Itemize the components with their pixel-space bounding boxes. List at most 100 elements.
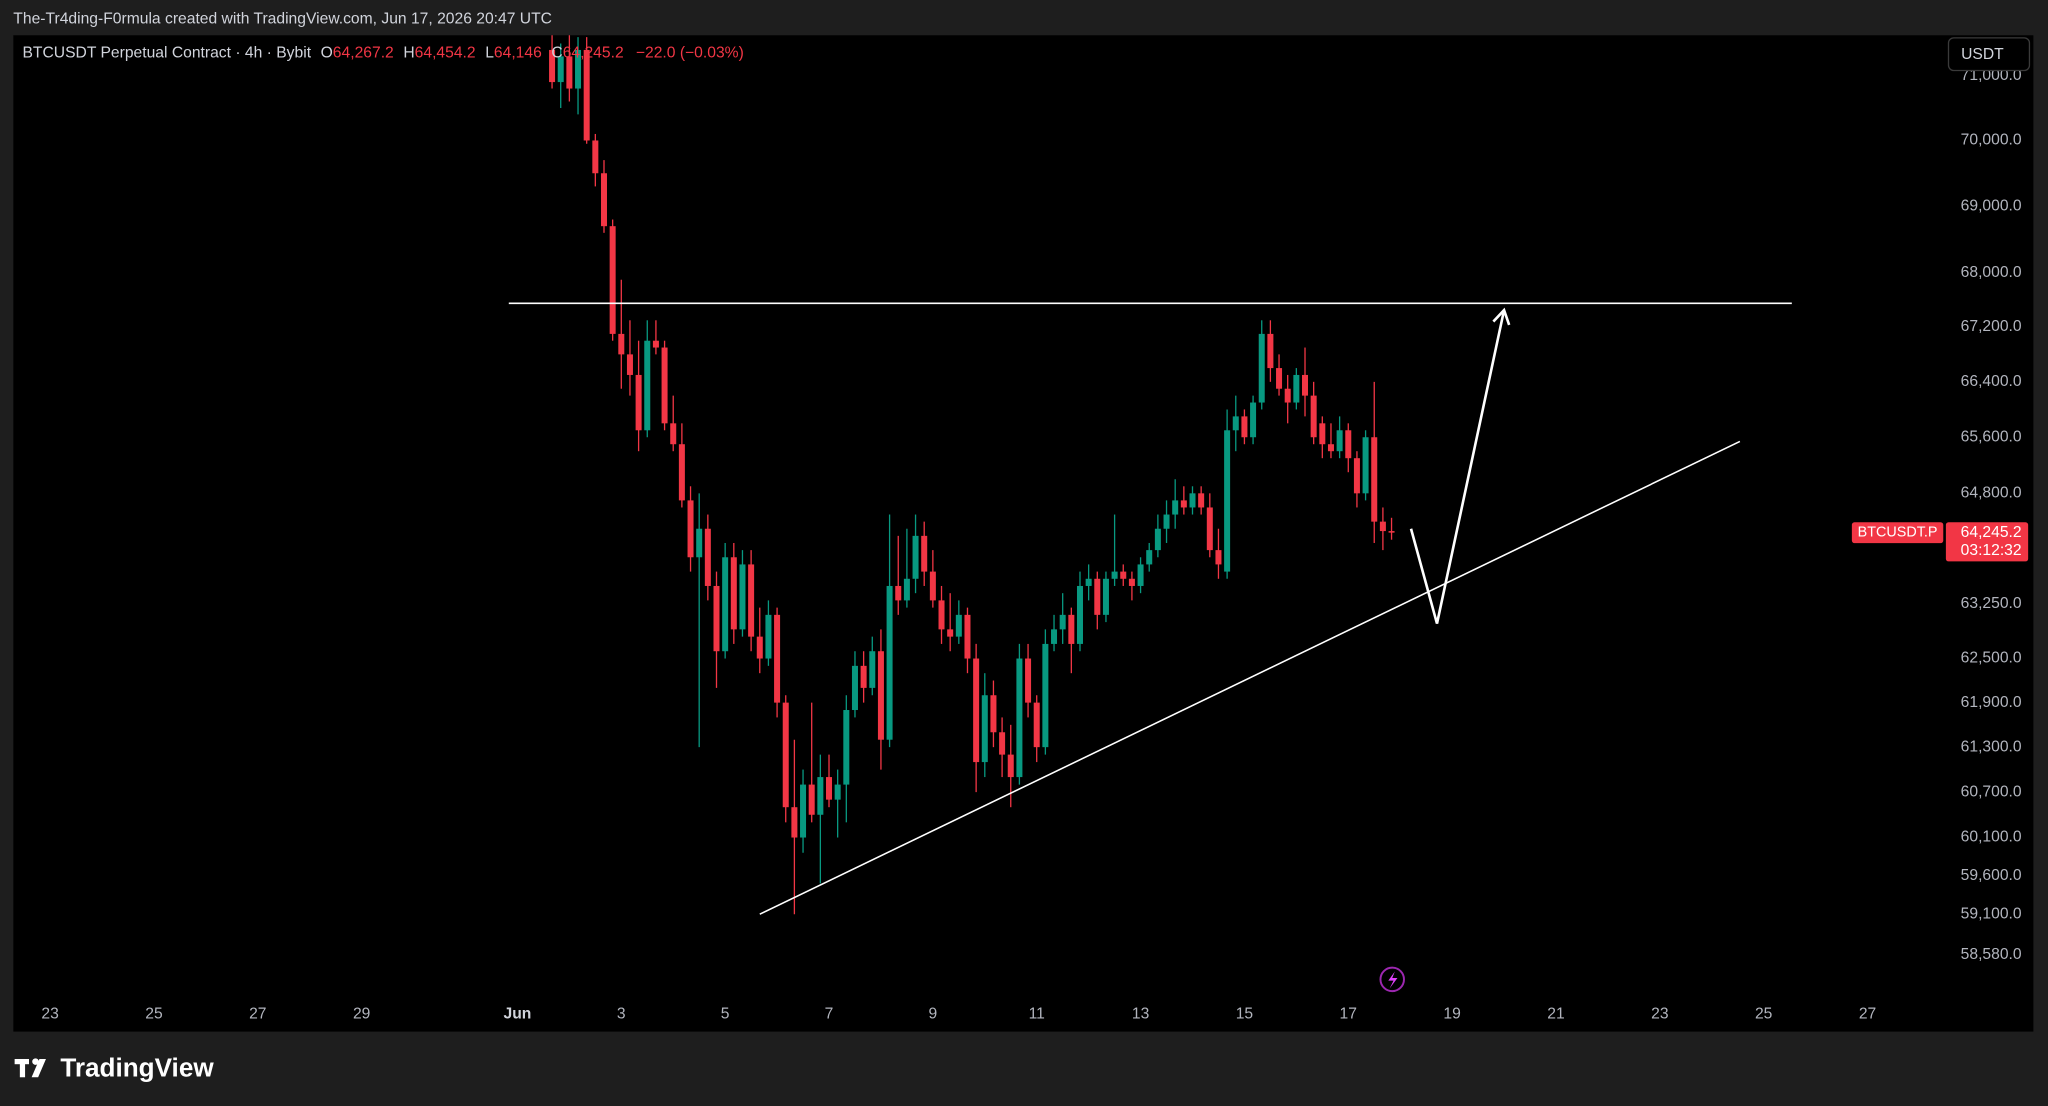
ohlc-label: C: [551, 45, 562, 62]
candle-body: [808, 784, 815, 815]
candle-body: [626, 354, 633, 375]
candle-body: [877, 651, 884, 740]
candle-body: [929, 571, 936, 601]
candle-body: [765, 614, 772, 659]
currency-button[interactable]: [1947, 37, 2031, 72]
candle-body: [938, 600, 945, 630]
candle-body: [1068, 614, 1075, 644]
trend-line: [759, 440, 1741, 915]
chart-area: [13, 35, 2034, 1032]
candle-body: [756, 636, 763, 659]
candle-body: [652, 340, 659, 348]
candle-body: [1232, 416, 1239, 431]
candle-body: [1302, 374, 1309, 396]
x-tick-label: 25: [145, 1006, 163, 1023]
y-tick-label: 62,500.0: [1961, 650, 2022, 667]
candle-body: [1371, 437, 1378, 522]
candle-body: [895, 585, 902, 601]
lightning-icon[interactable]: [1379, 966, 1405, 993]
candle-body: [955, 614, 962, 637]
candle-body: [609, 226, 616, 334]
candle-body: [1353, 458, 1360, 494]
candle-body: [1327, 444, 1334, 452]
candle-body: [973, 658, 980, 763]
candle-body: [964, 614, 971, 659]
x-tick-label: 23: [41, 1006, 59, 1023]
x-tick-label: 27: [249, 1006, 266, 1023]
candle-body: [947, 629, 954, 637]
candle-body: [1189, 493, 1196, 508]
x-tick-label: 27: [1859, 1006, 1876, 1023]
x-tick-label: 3: [617, 1006, 626, 1023]
candle-body: [921, 535, 928, 572]
x-tick-label: 19: [1443, 1006, 1460, 1023]
candle-body: [739, 564, 746, 630]
symbol-tag: [1851, 522, 1944, 544]
legend-header: BTCUSDT Perpetual Contract · 4h · Bybit …: [22, 45, 743, 62]
ohlc-value: 64,146: [494, 45, 542, 62]
y-tick-label: 63,250.0: [1961, 595, 2022, 612]
y-tick-label: 60,700.0: [1961, 783, 2022, 800]
ohlc-label: L: [485, 45, 494, 62]
candle-body: [1319, 423, 1326, 445]
candle-body: [1025, 658, 1032, 703]
candle-body: [869, 651, 876, 688]
candle-body: [1198, 493, 1205, 508]
candle-body: [1042, 643, 1049, 748]
candle-body: [774, 614, 781, 703]
candle-body: [592, 140, 599, 174]
candle-body: [1076, 585, 1083, 644]
currency-button-label[interactable]: USDT: [1961, 46, 2004, 63]
y-tick-label: 60,100.0: [1961, 829, 2022, 846]
candle-body: [635, 374, 642, 431]
candle-body: [1146, 550, 1153, 565]
candle-body: [782, 702, 789, 808]
candle-body: [1016, 658, 1023, 778]
candle-body: [1111, 571, 1118, 579]
candle-body: [1362, 437, 1369, 494]
x-tick-label: 17: [1340, 1006, 1357, 1023]
candle-body: [886, 585, 893, 740]
y-tick-label: 64,800.0: [1961, 484, 2022, 501]
last-price-label: 64,245.2: [1961, 524, 2022, 541]
candle-body: [1267, 333, 1274, 369]
candle-body: [1051, 629, 1058, 644]
symbol: BTCUSDT Perpetual Contract · 4h · Bybit: [22, 45, 311, 62]
y-tick-label: 58,580.0: [1961, 946, 2022, 963]
candle-body: [713, 585, 720, 652]
candle-body: [834, 784, 841, 800]
x-tick-label: 9: [929, 1006, 938, 1023]
candle-body: [800, 784, 807, 838]
candle-body: [557, 56, 564, 83]
plot: [508, 35, 1792, 915]
projection-arrow: [1409, 309, 1506, 624]
candle-body: [1284, 388, 1291, 403]
ohlc-value: 64,454.2: [415, 45, 476, 62]
x-tick-label: 5: [721, 1006, 730, 1023]
candle-body: [549, 49, 556, 83]
candle-body: [696, 528, 703, 558]
candle-body: [1310, 395, 1317, 438]
candle-body: [1379, 521, 1386, 532]
symbol-tag-label: BTCUSDT.P: [1858, 524, 1938, 540]
candle-body: [1180, 500, 1187, 508]
candle-body: [903, 578, 910, 601]
candle-body: [583, 49, 590, 141]
candle-body: [999, 732, 1006, 755]
candle-body: [618, 333, 625, 355]
candle-body: [791, 807, 798, 838]
candle-body: [1250, 402, 1257, 438]
candle-body: [644, 340, 651, 431]
candle-body: [566, 56, 573, 89]
candle-body: [1154, 528, 1161, 551]
candle-body: [1345, 430, 1352, 459]
candle-body: [748, 564, 755, 637]
candle-body: [1137, 564, 1144, 586]
y-tick-label: 68,000.0: [1961, 264, 2022, 281]
candle-body: [1102, 578, 1109, 615]
candle-body: [661, 347, 668, 424]
ohlc-label: H: [403, 45, 414, 62]
x-tick-label: 25: [1755, 1006, 1773, 1023]
candle-body: [670, 423, 677, 445]
